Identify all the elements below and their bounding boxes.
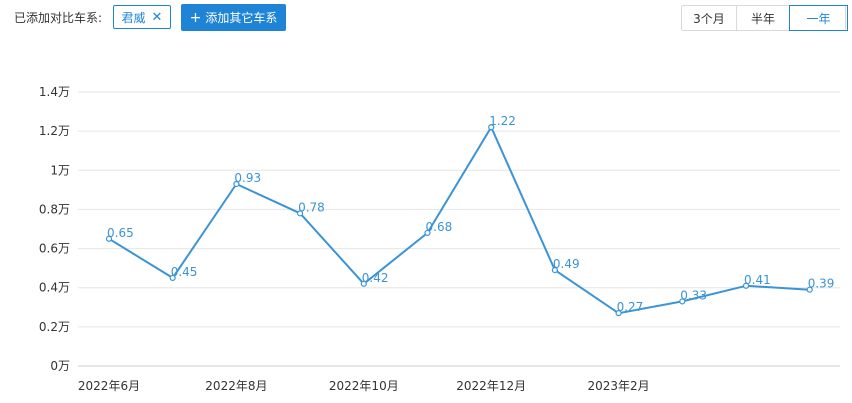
- y-tick-label: 1.2万: [39, 124, 70, 138]
- series-line: [108, 126, 810, 315]
- x-tick-label: 2023年2月: [588, 379, 650, 393]
- data-point: [105, 235, 113, 242]
- x-tick-label: 2022年6月: [78, 379, 140, 393]
- data-point: [488, 124, 495, 131]
- range-one-year-button[interactable]: 一年: [789, 5, 848, 31]
- series-chip-label: 君威: [121, 10, 146, 25]
- data-point: [360, 280, 367, 287]
- sales-line-chart: 0万 0.2万 0.4万 0.6万 0.8万 1万 1.2万 1.4万 2022年6月 2022年…: [39, 85, 840, 393]
- range-3-months-button[interactable]: 3个月: [682, 6, 737, 30]
- close-icon[interactable]: ✕: [151, 9, 163, 25]
- plus-icon: +: [189, 9, 202, 26]
- x-tick-label: 2022年8月: [205, 379, 267, 393]
- data-label: 0.93: [234, 171, 261, 185]
- data-label: 0.78: [298, 200, 325, 214]
- data-label: 0.49: [553, 257, 580, 271]
- added-series-label: 已添加对比车系:: [14, 11, 103, 25]
- add-series-button[interactable]: + 添加其它车系: [181, 4, 286, 31]
- data-point: [169, 274, 176, 282]
- data-point: [297, 210, 304, 217]
- y-tick-label: 0.2万: [39, 320, 70, 334]
- data-label: 0.42: [362, 271, 389, 285]
- y-tick-label: 1.4万: [39, 85, 70, 99]
- data-point: [424, 229, 431, 237]
- y-tick-label: 1万: [50, 163, 70, 177]
- data-label: 0.65: [107, 226, 134, 240]
- data-point: [679, 298, 686, 305]
- add-series-button-label: 添加其它车系: [205, 11, 278, 25]
- data-point: [233, 180, 240, 188]
- y-tick-label: 0.6万: [39, 242, 70, 256]
- data-point: [806, 286, 813, 293]
- y-tick-label: 0万: [50, 359, 70, 373]
- data-point: [551, 267, 559, 274]
- data-point: [615, 310, 622, 317]
- data-label: 0.39: [808, 277, 835, 291]
- data-point: [742, 282, 750, 289]
- data-label: 0.45: [171, 265, 198, 279]
- y-tick-label: 0.4万: [39, 281, 70, 295]
- data-label: 0.68: [426, 220, 453, 234]
- toolbar: 已添加对比车系: 君威 ✕ + 添加其它车系 3个月 半年 一年: [0, 0, 852, 40]
- series-chip-junwei[interactable]: 君威 ✕: [113, 5, 171, 29]
- y-tick-label: 0.8万: [39, 202, 70, 216]
- data-label: 0.27: [617, 300, 644, 314]
- range-half-year-button[interactable]: 半年: [737, 6, 790, 30]
- time-range-selector: 3个月 半年 一年: [681, 5, 848, 31]
- data-label: 1.22: [489, 114, 516, 128]
- x-tick-label: 2022年12月: [456, 379, 526, 393]
- x-tick-label: 2022年10月: [329, 379, 399, 393]
- data-label: 0.33: [680, 288, 707, 302]
- data-label: 0.41: [744, 273, 771, 287]
